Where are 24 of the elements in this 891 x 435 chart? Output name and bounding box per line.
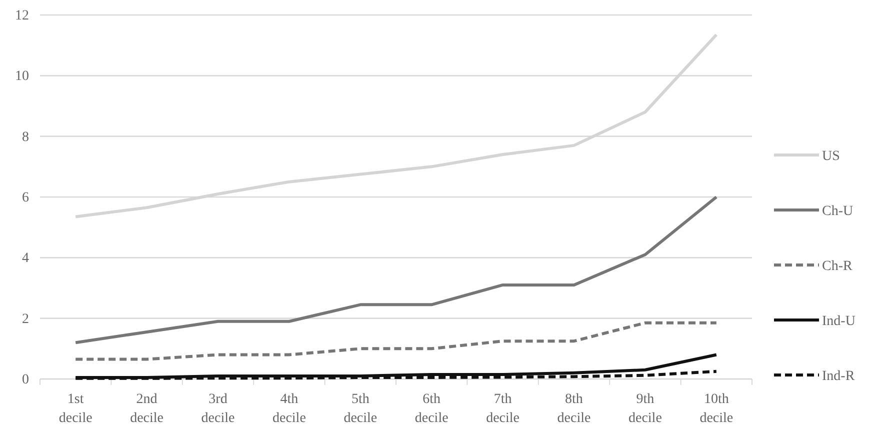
y-tick-label: 6: [22, 190, 29, 206]
legend-label: Ind-U: [822, 314, 856, 329]
y-tick-label: 10: [15, 69, 29, 84]
x-tick-label: 9th decile: [628, 392, 662, 426]
x-tick-label: 6th decile: [414, 392, 448, 426]
y-tick-label: 4: [22, 251, 29, 266]
legend-label: US: [822, 149, 840, 164]
y-tick-label: 12: [15, 8, 29, 24]
x-tick-label: 8th decile: [557, 392, 591, 426]
x-tick-label: 10th decile: [700, 392, 734, 426]
legend-label: Ch-R: [822, 259, 853, 274]
legend-label: Ind-R: [822, 369, 856, 384]
y-tick-label: 8: [22, 130, 29, 145]
y-tick-label: 0: [22, 372, 29, 388]
x-tick-label: 5th decile: [344, 392, 378, 426]
x-tick-label: 3rd decile: [201, 392, 235, 426]
legend-label: Ch-U: [822, 204, 854, 219]
y-tick-label: 2: [22, 312, 29, 327]
x-tick-label: 4th decile: [272, 392, 306, 426]
x-tick-label: 2nd decile: [130, 392, 164, 426]
line-series: [74, 321, 718, 361]
line-series: [74, 196, 718, 344]
x-tick-label: 7th decile: [486, 392, 520, 426]
x-tick-label: 1st decile: [58, 392, 92, 426]
